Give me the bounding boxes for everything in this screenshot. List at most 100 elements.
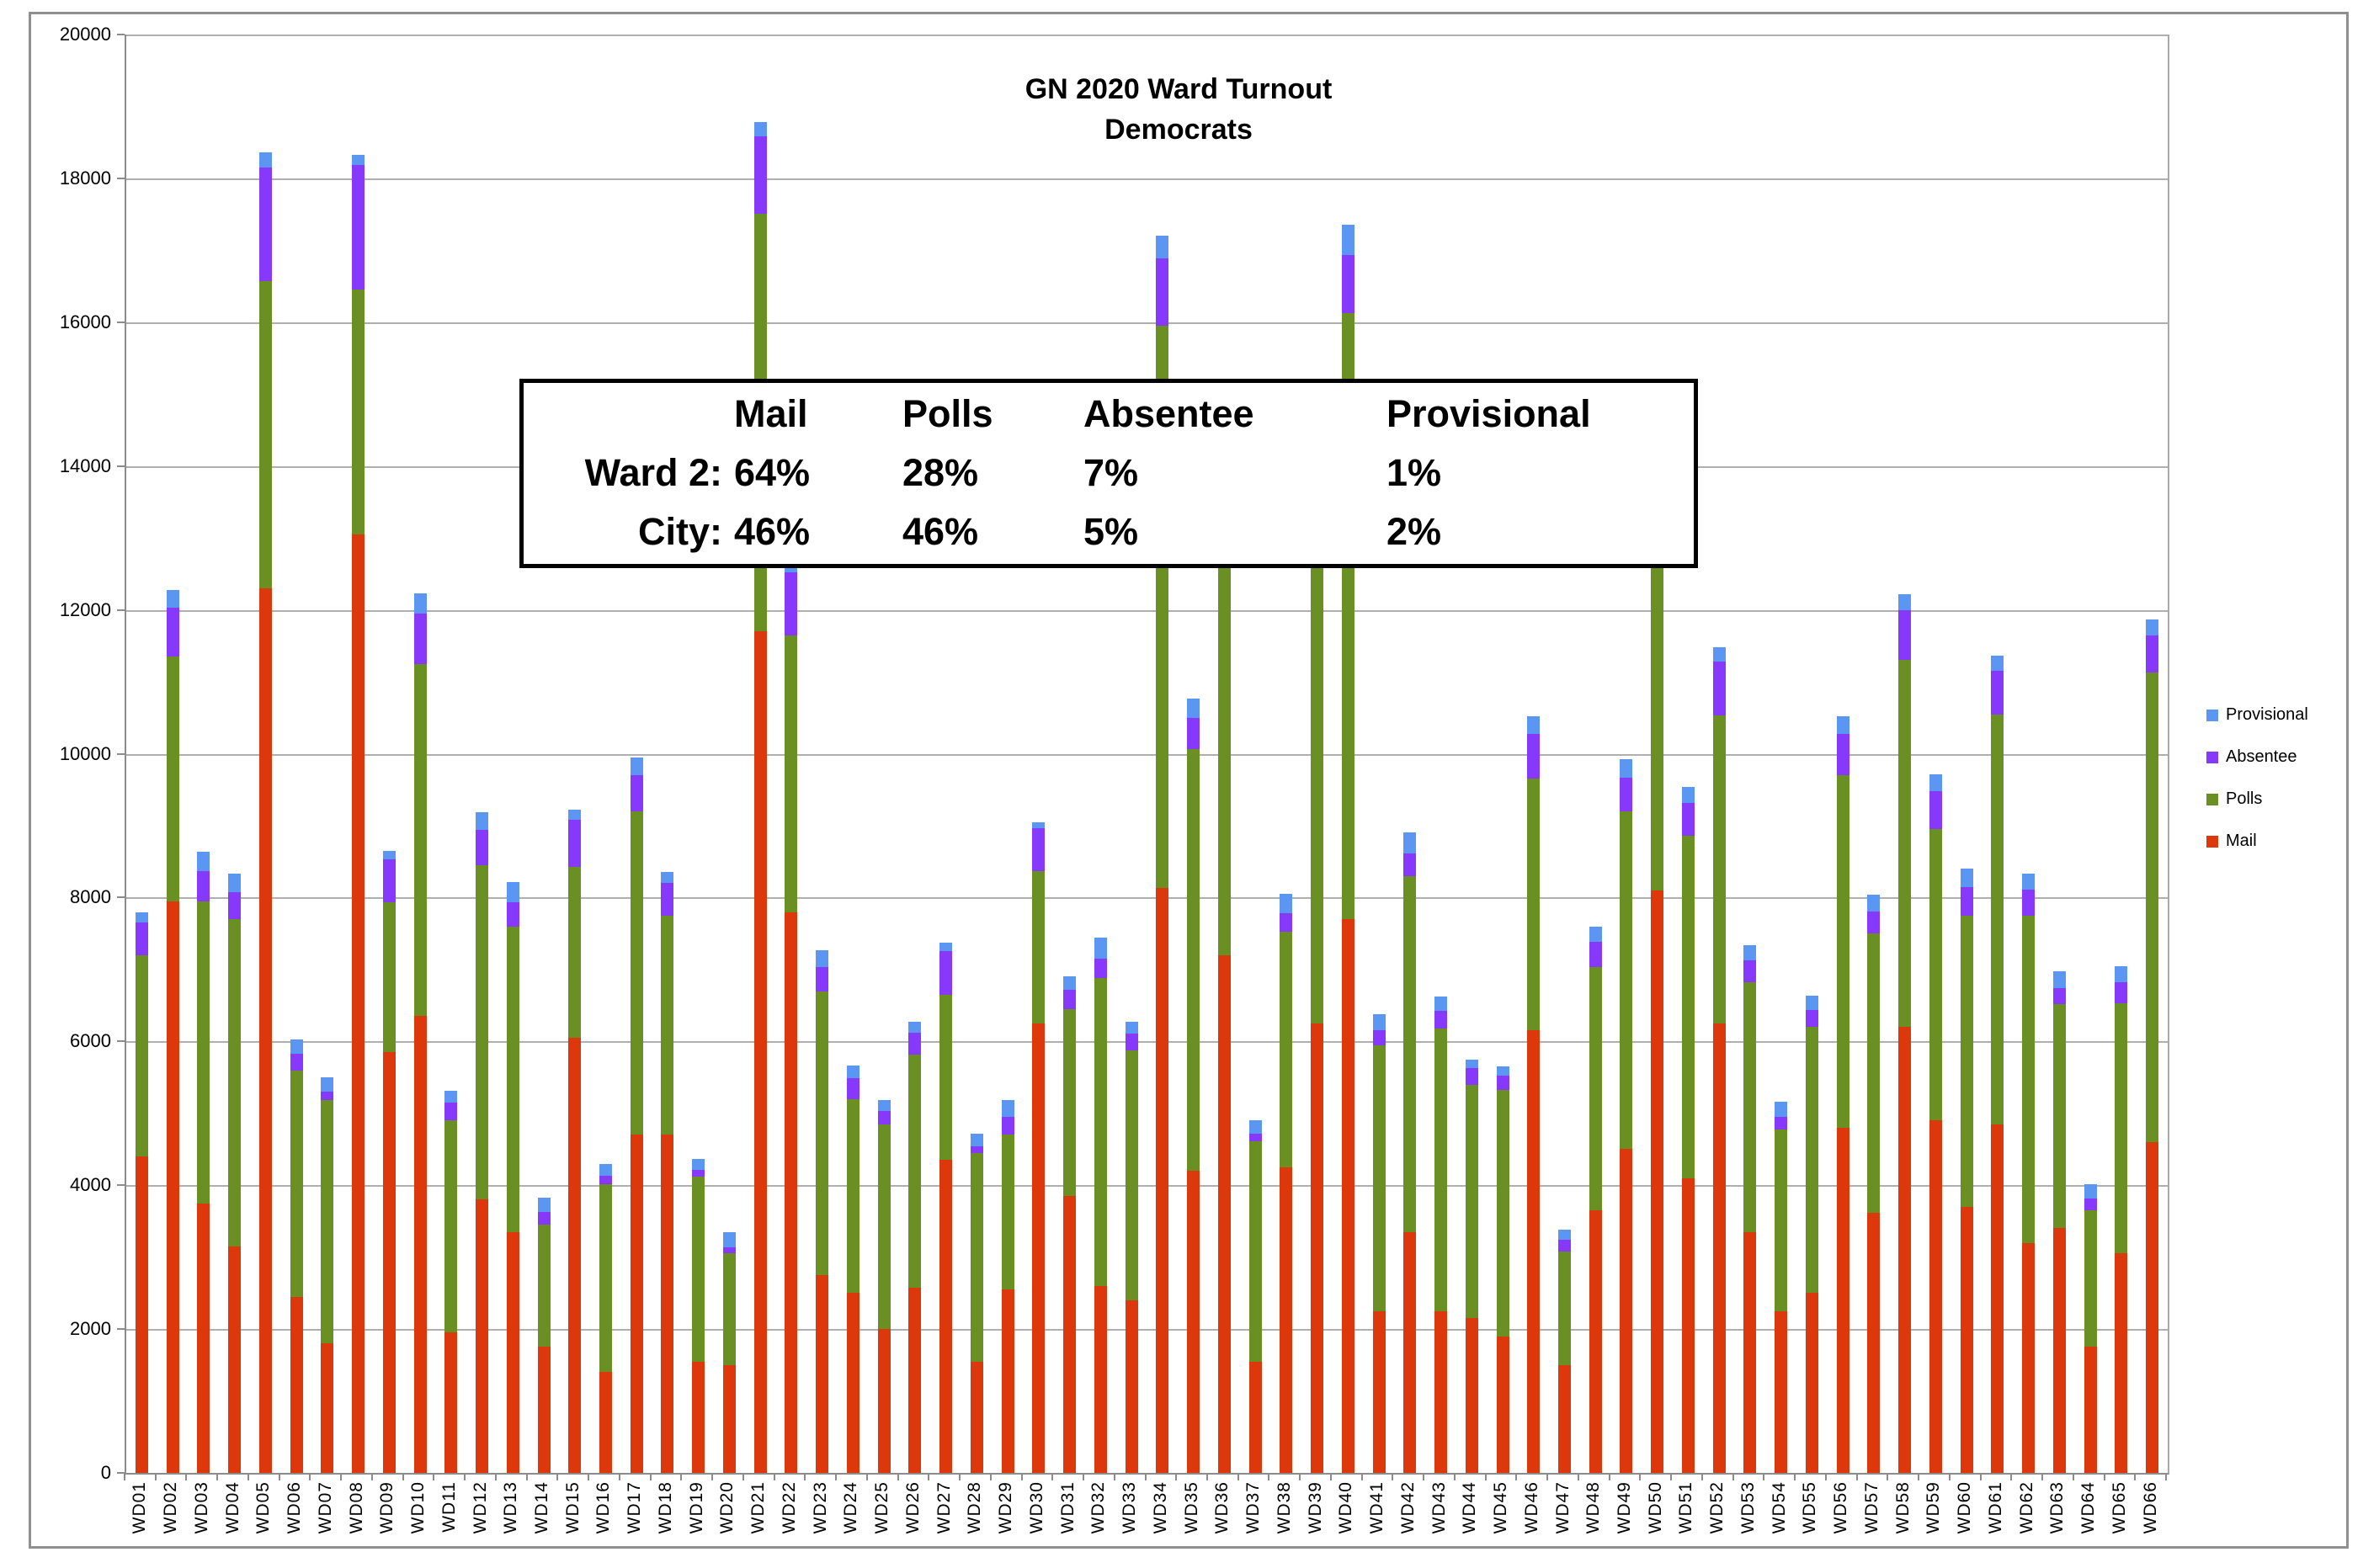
stacked-bar — [939, 35, 953, 1473]
bar-segment-absentee — [1898, 609, 1912, 661]
bar-segment-absentee — [228, 891, 242, 920]
bar-segment-polls — [1094, 978, 1107, 1286]
stacked-bar — [413, 35, 427, 1473]
stacked-bar — [1867, 35, 1881, 1473]
bar-segment-polls — [476, 864, 489, 1200]
stacked-bar — [476, 35, 489, 1473]
x-tick-label-WD42: WD42 — [1392, 1481, 1424, 1533]
x-tick-label-WD20: WD20 — [712, 1481, 743, 1533]
x-tick-mark — [2072, 1473, 2074, 1480]
bar-WD33 — [1116, 35, 1147, 1473]
bar-segment-provisional — [970, 1133, 983, 1147]
bar-WD37 — [1240, 35, 1271, 1473]
x-tick-label-text: WD04 — [222, 1481, 242, 1534]
x-tick-label-WD08: WD08 — [341, 1481, 372, 1533]
x-tick-label-text: WD44 — [1460, 1481, 1480, 1534]
annotation-value: 5% — [1083, 510, 1139, 553]
chart-title-line1: GN 2020 Ward Turnout — [1025, 73, 1333, 105]
bar-segment-mail — [1805, 1293, 1818, 1473]
gridline — [126, 753, 2168, 756]
x-tick-label-WD27: WD27 — [929, 1481, 960, 1533]
x-tick-mark — [2165, 1473, 2167, 1480]
bar-segment-mail — [197, 1203, 210, 1473]
x-tick-label-WD07: WD07 — [310, 1481, 341, 1533]
bar-segment-polls — [1372, 1044, 1386, 1311]
bar-segment-polls — [785, 635, 798, 912]
x-tick-label-WD29: WD29 — [991, 1481, 1022, 1533]
bar-segment-polls — [352, 290, 365, 534]
x-tick-label-text: WD62 — [2016, 1481, 2036, 1534]
bar-segment-polls — [1681, 835, 1695, 1178]
plot-area — [125, 35, 2169, 1475]
y-tick-mark — [117, 896, 125, 899]
stacked-bar — [970, 35, 983, 1473]
bar-segment-polls — [1620, 811, 1633, 1150]
bar-segment-mail — [1898, 1027, 1912, 1473]
bar-segment-absentee — [1960, 886, 1973, 916]
bar-segment-mail — [1960, 1206, 1973, 1473]
bar-WD06 — [281, 35, 312, 1473]
x-tick-label-WD02: WD02 — [156, 1481, 187, 1533]
bar-WD22 — [776, 35, 807, 1473]
bar-segment-absentee — [1280, 913, 1293, 932]
x-tick-mark — [1205, 1473, 1208, 1480]
x-tick-label-text: WD29 — [996, 1481, 1016, 1534]
stacked-bar — [816, 35, 829, 1473]
x-tick-mark — [1299, 1473, 1301, 1480]
chart-title: GN 2020 Ward Turnout Democrats — [842, 69, 1515, 150]
bar-WD46 — [1518, 35, 1549, 1473]
legend-label: Provisional — [2226, 705, 2308, 724]
bar-segment-polls — [970, 1152, 983, 1362]
x-tick-label-WD31: WD31 — [1052, 1481, 1083, 1533]
bar-segment-polls — [1867, 933, 1881, 1213]
x-tick-label-WD37: WD37 — [1238, 1481, 1269, 1533]
x-tick-label-text: WD34 — [1150, 1481, 1170, 1534]
x-tick-label-text: WD61 — [1985, 1481, 2005, 1534]
bar-segment-mail — [2146, 1141, 2159, 1473]
x-tick-label-text: WD28 — [965, 1481, 985, 1534]
bar-segment-provisional — [290, 1039, 303, 1054]
bar-segment-absentee — [1929, 790, 1942, 830]
bar-WD27 — [930, 35, 961, 1473]
bar-segment-provisional — [537, 1197, 551, 1212]
x-tick-label-text: WD60 — [1955, 1481, 1975, 1534]
x-tick-mark — [989, 1473, 992, 1480]
bar-segment-mail — [1589, 1210, 1602, 1473]
bar-segment-absentee — [1991, 671, 2004, 715]
x-tick-label-WD14: WD14 — [527, 1481, 558, 1533]
bar-segment-provisional — [908, 1022, 922, 1034]
stacked-bar — [1620, 35, 1633, 1473]
x-tick-mark — [278, 1473, 280, 1480]
bar-segment-absentee — [1558, 1240, 1571, 1252]
x-tick-label-text: WD18 — [655, 1481, 675, 1534]
x-tick-label-text: WD06 — [285, 1481, 305, 1534]
x-tick-label-text: WD20 — [717, 1481, 737, 1534]
x-tick-mark — [154, 1473, 157, 1480]
x-tick-label-text: WD13 — [501, 1481, 521, 1534]
stacked-bar — [692, 35, 705, 1473]
bar-segment-provisional — [321, 1077, 334, 1092]
x-tick-label-text: WD42 — [1397, 1481, 1418, 1534]
x-tick-label-text: WD46 — [1521, 1481, 1541, 1534]
annotation-value: 46% — [902, 510, 979, 553]
x-tick-mark — [1484, 1473, 1487, 1480]
bar-segment-polls — [258, 281, 272, 588]
bar-segment-polls — [537, 1225, 551, 1347]
stacked-bar — [1372, 35, 1386, 1473]
x-tick-label-WD57: WD57 — [1857, 1481, 1888, 1533]
stacked-bar — [2115, 35, 2128, 1473]
bar-segment-polls — [197, 901, 210, 1204]
bar-segment-polls — [135, 954, 148, 1157]
bar-segment-absentee — [2022, 890, 2036, 916]
bar-segment-provisional — [1280, 894, 1293, 914]
stacked-bar — [382, 35, 396, 1473]
x-tick-label-text: WD09 — [377, 1481, 397, 1534]
x-tick-label-WD33: WD33 — [1115, 1481, 1146, 1533]
bar-segment-mail — [537, 1347, 551, 1473]
x-tick-label-text: WD32 — [1088, 1481, 1109, 1534]
bar-segment-polls — [1063, 1008, 1077, 1197]
bar-segment-provisional — [1743, 944, 1757, 960]
bar-segment-mail — [846, 1293, 860, 1473]
bar-segment-mail — [1403, 1231, 1417, 1473]
x-tick-label-WD12: WD12 — [465, 1481, 496, 1533]
